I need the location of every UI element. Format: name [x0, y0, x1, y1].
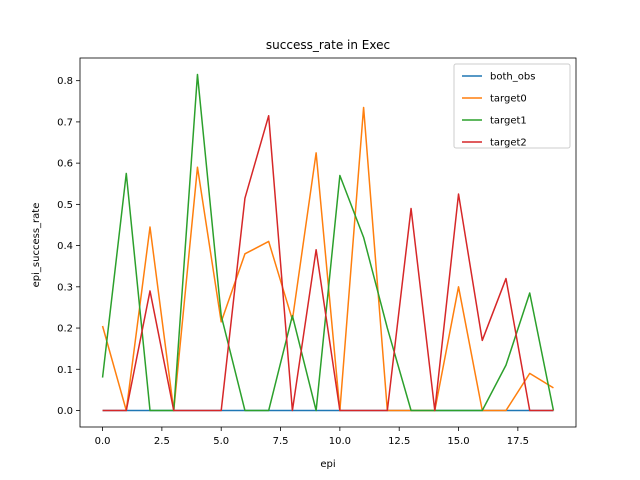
axes-frame	[79, 57, 577, 428]
y-tick-label: 0.3	[57, 282, 73, 293]
legend-box	[453, 63, 571, 149]
x-tick-label: 17.5	[507, 436, 529, 447]
x-tick-label: 2.5	[154, 436, 170, 447]
x-tick-label: 15.0	[447, 436, 469, 447]
legend-entry-label: target1	[490, 116, 527, 127]
x-axis-ticks: 0.0 2.5 5.0 7.5 10.0 12.5 15.0 17.5	[95, 427, 529, 447]
y-tick-label: 0.4	[57, 241, 73, 252]
series-line-target2	[102, 114, 554, 412]
y-tick-label: 0.0	[57, 406, 73, 417]
legend: both_obs target0 target1 target2	[453, 63, 571, 149]
y-tick-label: 0.6	[57, 159, 73, 170]
chart-title: success_rate in Exec	[266, 38, 390, 52]
y-axis-ticks: 0.0 0.1 0.2 0.3 0.4 0.5 0.6 0.7 0.8	[57, 76, 80, 417]
x-axis-label: epi	[320, 459, 335, 470]
series-line-target1	[101, 73, 555, 412]
y-axis-label: epi_success_rate	[31, 203, 42, 288]
legend-entry-label: target2	[490, 138, 527, 149]
x-tick-label: 7.5	[273, 436, 289, 447]
series-lines	[101, 73, 555, 412]
x-tick-label: 10.0	[329, 436, 351, 447]
y-tick-label: 0.1	[57, 365, 73, 376]
y-tick-label: 0.5	[57, 200, 73, 211]
legend-entry-label: target0	[490, 94, 527, 105]
y-tick-label: 0.2	[57, 324, 73, 335]
y-tick-label: 0.7	[57, 117, 73, 128]
x-tick-label: 0.0	[95, 436, 111, 447]
x-tick-label: 5.0	[213, 436, 229, 447]
y-tick-label: 0.8	[57, 76, 73, 87]
legend-entry-label: both_obs	[490, 72, 535, 83]
x-tick-label: 12.5	[388, 436, 410, 447]
series-line-target0	[101, 106, 554, 412]
